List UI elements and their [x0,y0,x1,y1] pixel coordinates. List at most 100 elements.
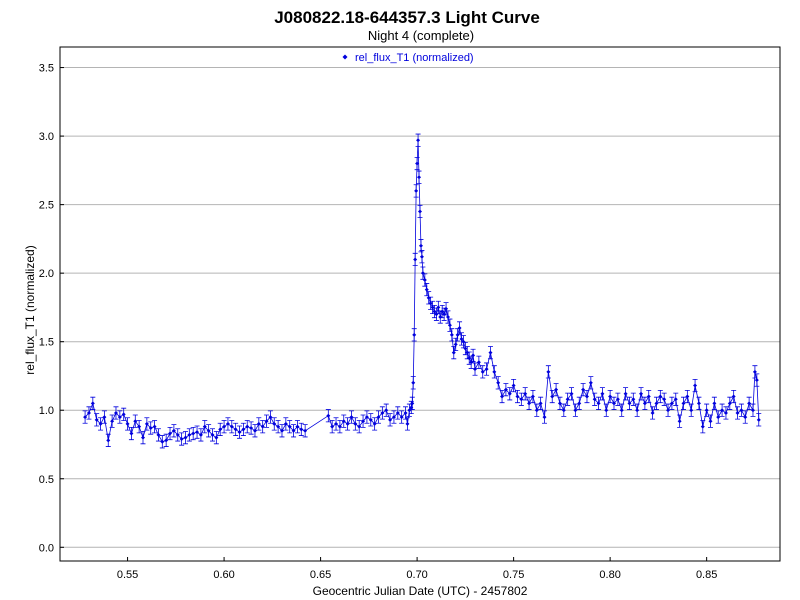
data-point [264,419,269,424]
data-point [503,387,508,392]
data-point [554,387,559,392]
data-point [723,410,728,415]
x-tick-label: 0.55 [117,569,138,581]
data-point [256,421,261,426]
data-point [453,342,458,347]
legend-marker [342,54,348,60]
data-point [716,415,721,420]
data-point [542,415,547,420]
data-point [658,394,663,399]
y-tick-label: 0.0 [39,542,54,554]
data-point [600,391,605,396]
data-point [206,428,211,433]
data-point [357,424,362,429]
data-point [129,431,134,436]
data-point [195,430,200,435]
data-point [700,424,705,429]
data-point [86,410,91,415]
x-tick-label: 0.60 [213,569,234,581]
data-point [260,424,265,429]
data-point [604,408,609,413]
data-point [471,353,476,358]
data-point [361,419,366,424]
data-point [642,401,647,406]
data-point [187,432,192,437]
data-point [418,243,423,248]
data-point [743,415,748,420]
data-point [287,424,292,429]
data-point [445,315,450,320]
data-point [747,401,752,406]
data-point [233,427,238,432]
data-point [90,401,95,406]
data-point [639,391,644,396]
data-point [415,161,420,166]
data-point [417,175,422,180]
data-point [444,306,449,311]
data-point [627,401,632,406]
data-point [341,419,346,424]
data-point [538,401,543,406]
data-point [249,426,254,431]
chart-title: J080822.18-644357.3 Light Curve [274,8,540,27]
data-point [416,138,421,143]
data-point [476,360,481,365]
data-point [457,325,462,330]
data-point [459,336,464,341]
data-point [413,257,418,262]
data-point [735,410,740,415]
data-point [619,408,624,413]
data-point [752,369,757,374]
data-point [156,432,161,437]
data-point [268,415,273,420]
data-point [412,332,417,337]
data-point [669,401,674,406]
data-point [484,367,489,372]
data-point [685,394,690,399]
data-point [646,394,651,399]
data-point [326,413,331,418]
data-point [384,408,389,413]
data-point [689,408,694,413]
data-point [110,419,115,424]
data-point [635,408,640,413]
data-point [160,439,165,444]
data-point [94,417,99,422]
data-point [581,387,586,392]
data-point [681,401,686,406]
data-point [436,305,441,310]
data-point [693,383,698,388]
data-point [198,432,203,437]
data-point [214,435,219,440]
data-series [82,133,762,449]
data-point [391,415,396,420]
data-point [330,424,335,429]
data-point [515,394,520,399]
data-point [411,380,416,385]
data-point [608,394,613,399]
y-tick-label: 3.0 [39,131,54,143]
data-point [137,424,142,429]
data-point [218,427,223,432]
data-point [430,305,435,310]
x-axis: 0.55 0.60 0.65 0.70 0.75 0.80 0.85 [117,557,717,581]
data-point [467,356,472,361]
data-point [295,424,300,429]
data-point [337,424,342,429]
data-point [410,401,415,406]
plot-frame [59,46,781,562]
y-tick-label: 2.0 [39,268,54,280]
x-tick-label: 0.80 [599,569,620,581]
y-tick-label: 2.5 [39,200,54,212]
data-point [480,369,485,374]
data-point [419,254,424,259]
data-point [623,391,628,396]
data-point [631,397,636,402]
data-point [303,428,308,433]
x-tick-label: 0.85 [696,569,717,581]
data-point [666,408,671,413]
data-point [225,421,230,426]
data-point [202,424,207,429]
